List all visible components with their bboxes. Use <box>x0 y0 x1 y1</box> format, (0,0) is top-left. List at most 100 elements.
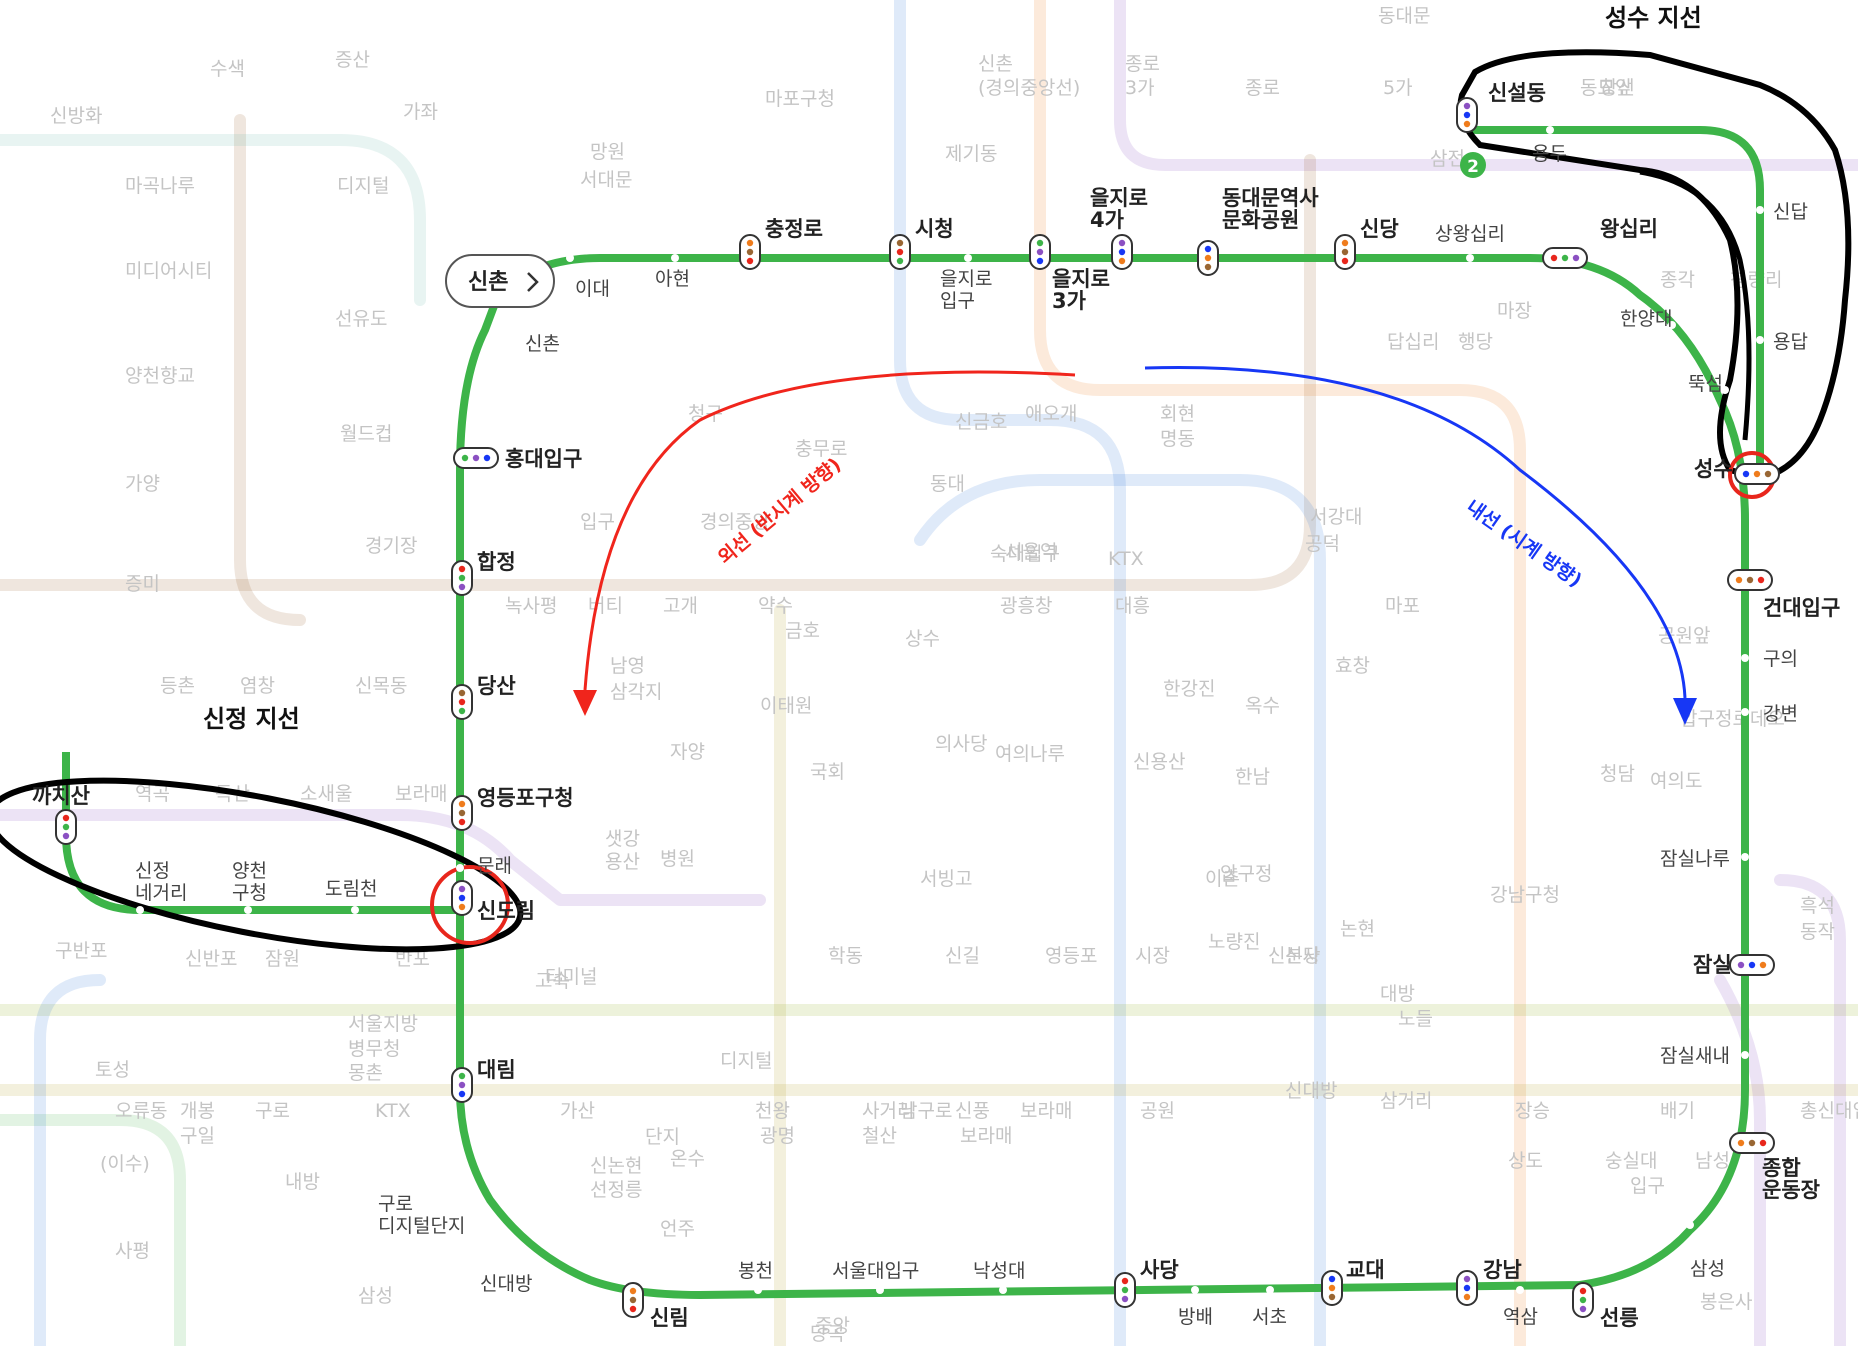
station-marker <box>531 1261 539 1269</box>
line-dot <box>458 894 466 902</box>
station-cityhall[interactable]: 시청 <box>889 217 954 270</box>
station-guui[interactable]: 구의 <box>1741 648 1798 670</box>
background-station-label: 신반포 <box>185 948 237 970</box>
line-dot <box>629 1296 637 1304</box>
station-label: 대림 <box>477 1058 516 1082</box>
station-label: 홍대입구 <box>505 447 582 471</box>
line-dot <box>746 257 754 265</box>
station-snu[interactable]: 서울대입구 <box>832 1260 919 1294</box>
station-yeoksam[interactable]: 역삼 <box>1503 1286 1538 1328</box>
station-sinchon[interactable]: 신촌 <box>496 326 560 355</box>
station-marker <box>1721 386 1729 394</box>
station-bongcheon[interactable]: 봉천 <box>738 1260 773 1294</box>
station-label: 교대 <box>1346 1258 1385 1282</box>
background-station-label: 흑석 <box>1800 895 1835 917</box>
station-gangbyeon[interactable]: 강변 <box>1741 703 1798 725</box>
station-gangnam[interactable]: 강남 <box>1456 1258 1522 1306</box>
line-dot <box>746 248 754 256</box>
station-sindap[interactable]: 신답 <box>1756 201 1808 223</box>
line-dot <box>472 454 480 462</box>
station-jamsil[interactable]: 잠실 <box>1693 953 1775 977</box>
background-station-label: 상도 <box>1508 1150 1543 1172</box>
station-dangsan[interactable]: 당산 <box>451 674 516 720</box>
line-dot <box>1341 239 1349 247</box>
station-nakseongdae[interactable]: 낙성대 <box>973 1260 1025 1294</box>
station-bangbae[interactable]: 방배 <box>1178 1286 1213 1328</box>
station-label: 신대방 <box>480 1273 532 1295</box>
background-station-label: 5가 <box>1383 77 1413 99</box>
sinchon-badge[interactable]: 신촌 <box>445 254 555 308</box>
station-samseong[interactable]: 삼성 <box>1686 1221 1725 1280</box>
station-marker <box>754 1286 762 1294</box>
station-konkuk[interactable]: 건대입구 <box>1727 569 1840 620</box>
background-station-label: 숙대입구 <box>990 543 1060 565</box>
station-label: 상왕십리 <box>1435 223 1505 245</box>
background-station-label: 영등포 <box>1045 945 1097 967</box>
station-wangsimni[interactable]: 왕십리 <box>1542 217 1658 269</box>
background-station-label: 광흥창 <box>1000 595 1052 617</box>
station-label: 성수 <box>1694 457 1733 481</box>
station-marker <box>1668 321 1676 329</box>
station-ewha[interactable]: 이대 <box>566 254 610 300</box>
station-hanyang[interactable]: 한양대 <box>1620 308 1676 330</box>
station-daerim[interactable]: 대림 <box>451 1058 516 1103</box>
line-dot <box>461 454 469 462</box>
station-hongik[interactable]: 홍대입구 <box>453 447 582 471</box>
background-station-label: 입구 <box>580 511 615 533</box>
background-station-label: 시장 <box>1135 945 1170 967</box>
station-sinseoldong[interactable]: 신설동 <box>1456 81 1546 133</box>
station-sindaebang[interactable]: 신대방 <box>480 1261 539 1295</box>
station-yongdap[interactable]: 용답 <box>1756 331 1808 353</box>
station-sangwangsimni[interactable]: 상왕십리 <box>1435 223 1505 262</box>
station-sadang[interactable]: 사당 <box>1114 1258 1179 1308</box>
station-jamsilnaru[interactable]: 잠실나루 <box>1660 848 1749 870</box>
station-mullae[interactable]: 문래 <box>456 855 512 877</box>
line-dot <box>1036 248 1044 256</box>
station-label: 4가 <box>1090 208 1125 232</box>
station-label: 잠실나루 <box>1660 848 1730 870</box>
station-label: 을지로 <box>940 268 992 290</box>
station-kkachisan[interactable]: 까치산 <box>32 784 90 845</box>
station-gyodae[interactable]: 교대 <box>1321 1258 1385 1306</box>
line-dot <box>62 832 70 840</box>
station-sillim[interactable]: 신림 <box>622 1282 689 1330</box>
station-sindorim[interactable]: 신도림 <box>451 880 535 923</box>
station-seongsu[interactable]: 성수 <box>1694 457 1780 485</box>
station-yongdu[interactable]: 용두 <box>1532 126 1567 165</box>
station-sindang[interactable]: 신당 <box>1334 217 1399 270</box>
station-hapjeong[interactable]: 합정 <box>451 550 516 596</box>
background-station-label: 회현 <box>1160 403 1195 425</box>
station-label: 신도림 <box>477 899 535 923</box>
background-station-label: 청담 <box>1600 763 1635 785</box>
station-label: 서울대입구 <box>832 1260 919 1282</box>
background-station-label: 몽촌 <box>348 1062 383 1084</box>
station-jamsilsaenae[interactable]: 잠실새내 <box>1660 1045 1749 1067</box>
background-station-label: 오류동 <box>115 1100 167 1122</box>
station-seocho[interactable]: 서초 <box>1252 1286 1287 1328</box>
line-dot <box>896 248 904 256</box>
station-seolleung[interactable]: 선릉 <box>1572 1282 1639 1330</box>
background-station-label: 남영 <box>610 655 645 677</box>
background-station-label: 토성 <box>95 1059 130 1081</box>
background-station-label: 염창 <box>240 675 275 697</box>
station-ttukseom[interactable]: 뚝섬 <box>1688 373 1729 395</box>
station-ahyeon[interactable]: 아현 <box>655 254 690 290</box>
line-dot <box>1036 239 1044 247</box>
station-ydpgucheong[interactable]: 영등포구청 <box>451 786 574 831</box>
background-station-label: 구반포 <box>55 940 107 962</box>
station-label: 양천 <box>232 860 267 882</box>
station-dorimcheon[interactable]: 도림천 <box>325 878 377 914</box>
background-station-label: 마포구청 <box>765 88 835 110</box>
background-station-label: 신용산 <box>1133 751 1185 773</box>
line-dot <box>62 823 70 831</box>
station-chungjeongno[interactable]: 충정로 <box>739 217 823 270</box>
